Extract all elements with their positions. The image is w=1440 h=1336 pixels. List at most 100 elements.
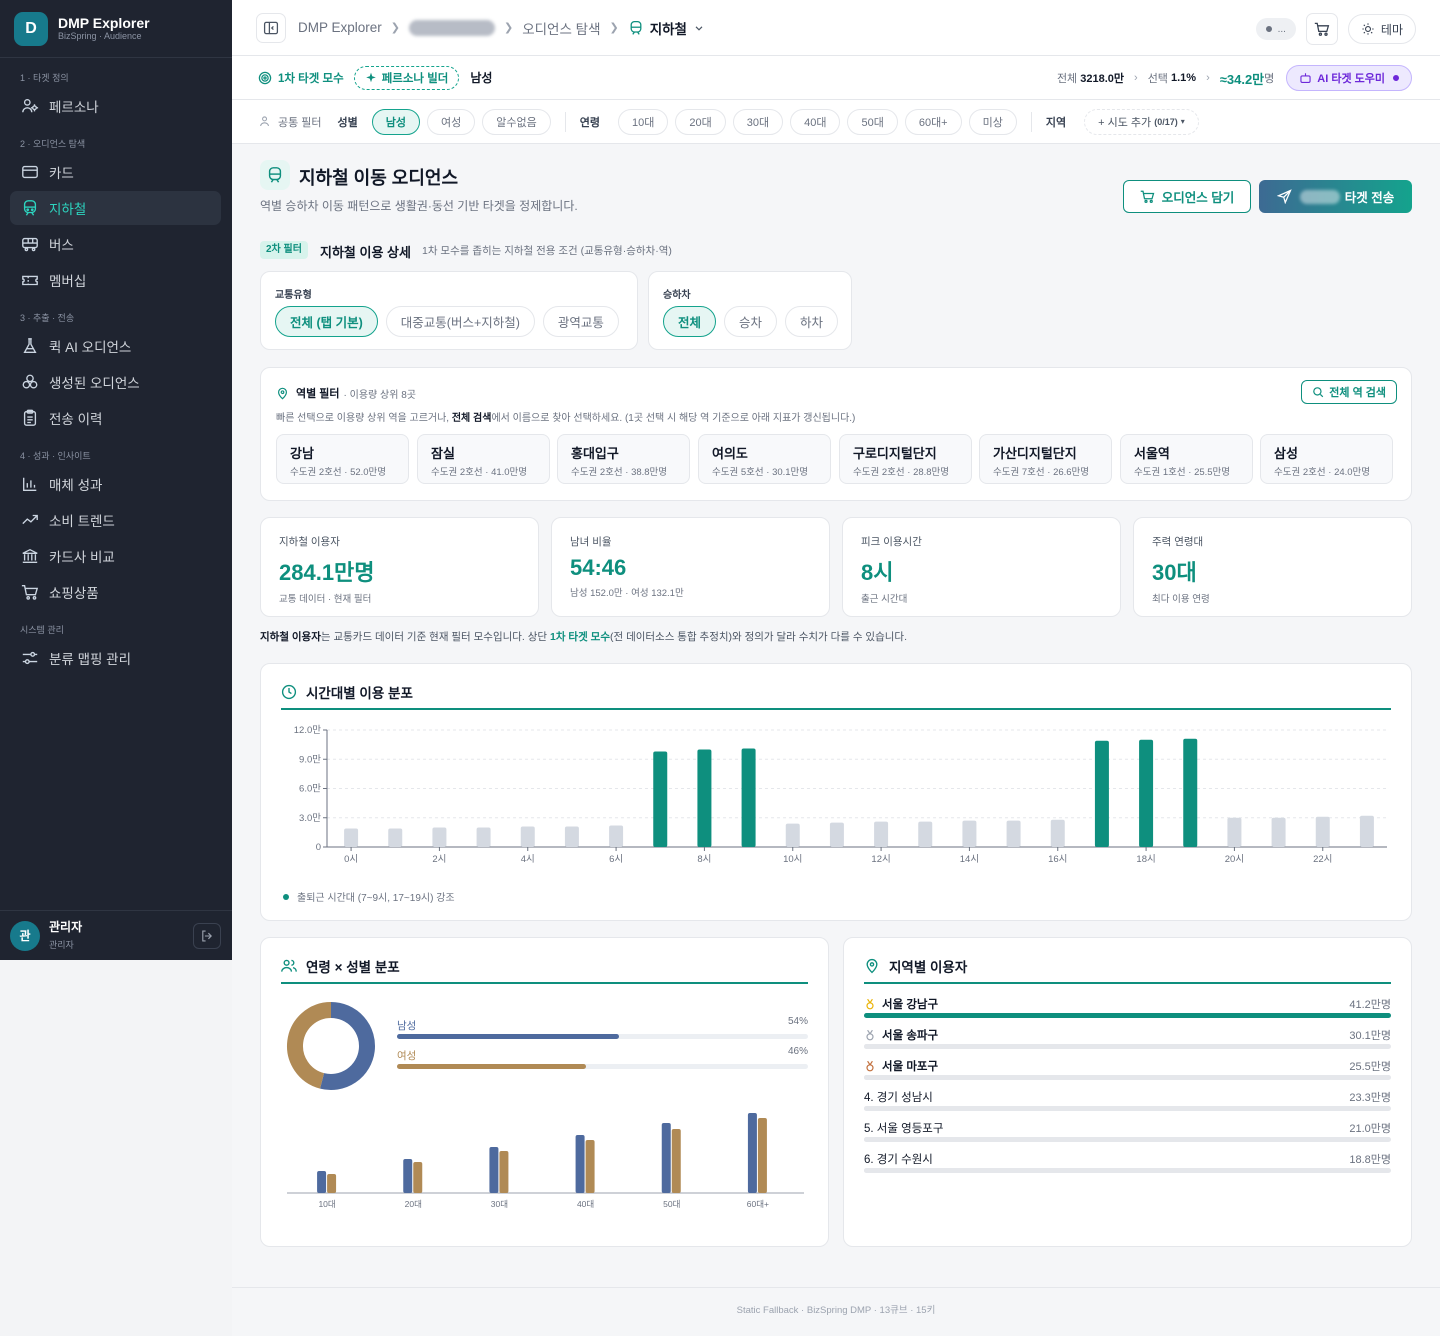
gender-chip-male[interactable]: 남성: [371, 108, 421, 135]
ai-target-assistant-button[interactable]: AI 타겟 도우미: [1286, 65, 1412, 91]
clipboard-icon: [23, 409, 37, 426]
sidebar-item-persona[interactable]: 페르소나: [10, 89, 221, 123]
cart-icon: [1314, 22, 1330, 36]
boarding-chip-all[interactable]: 전체: [663, 306, 717, 337]
sidebar-toggle-button[interactable]: [256, 12, 286, 43]
x-tick-label: 16시: [1048, 854, 1067, 865]
sidebar-item-membership[interactable]: 멤버십: [10, 263, 221, 297]
age-bar: [661, 1123, 671, 1193]
persona-icon: [22, 99, 39, 113]
age-bar: [489, 1147, 499, 1193]
male-pct: 54%: [787, 1016, 808, 1027]
station-chip-guro-digital[interactable]: 구로디지털단지 수도권 2호선 · 28.8만명: [839, 434, 972, 484]
sidebar-item-generated-audience[interactable]: 생성된 오디언스: [10, 365, 221, 399]
status-text: ...: [1277, 23, 1286, 35]
region-users-card: 지역별 이용자 서울 강남구 41.2만명 서울 송파구 30.1만명 서울 마포구 25…: [843, 937, 1412, 1247]
hourly-legend: 출퇴근 시간대 (7~9시, 17~19시) 강조: [297, 893, 455, 904]
brand-logo[interactable]: D: [14, 11, 48, 46]
age-bar: [747, 1113, 757, 1193]
station-name: 구로디지털단지: [853, 446, 937, 461]
station-chip-seoul-station[interactable]: 서울역 수도권 1호선 · 25.5만명: [1120, 434, 1253, 484]
station-filter-subtitle: · 이용량 상위 8곳: [343, 389, 416, 401]
persona-builder-button[interactable]: 페르소나 빌더: [353, 65, 460, 90]
sidebar-item-media-performance[interactable]: 매체 성과: [10, 467, 221, 501]
ai-label: AI 타겟 도우미: [1317, 73, 1385, 85]
sidebar-item-consumption-trend[interactable]: 소비 트렌드: [10, 503, 221, 537]
hourly-bar: [829, 822, 844, 847]
station-chip-yeouido[interactable]: 여의도 수도권 5호선 · 30.1만명: [698, 434, 831, 484]
breadcrumb-item[interactable]: DMP Explorer: [298, 20, 382, 35]
sidebar-section: 1 · 타겟 정의: [20, 73, 69, 83]
transport-chip-public[interactable]: 대중교통(버스+지하철): [385, 306, 535, 337]
station-chip-samseong[interactable]: 삼성 수도권 2호선 · 24.0만명: [1260, 434, 1393, 484]
age-gender-card: 연령 × 성별 분포 남성 54% 여성 46% 10대 20대 30대 40대 50대…: [260, 937, 829, 1247]
persona-builder-label: 페르소나 빌더: [381, 72, 449, 85]
gender-chip-female[interactable]: 여성: [427, 108, 476, 135]
sidebar-item-quick-ai-audience[interactable]: 퀵 AI 오디언스: [10, 329, 221, 363]
transport-chip-wide[interactable]: 광역교통: [542, 306, 619, 337]
region-row: 서울 송파구 30.1만명: [864, 1027, 1391, 1058]
breadcrumb-item[interactable]: 오디언스 탐색: [522, 21, 601, 37]
breadcrumb-redacted: [409, 19, 495, 36]
x-tick-label: 12시: [871, 854, 890, 865]
help-text-a: 빠른 선택으로 이용량 상위 역을 고르거나,: [276, 413, 452, 424]
select-label: 선택: [1147, 73, 1168, 85]
logout-button[interactable]: [193, 923, 221, 949]
hourly-bar: [520, 826, 535, 847]
footer-text: Static Fallback · BizSpring DMP · 13큐브 ·…: [736, 1305, 936, 1316]
sidebar-item-shopping[interactable]: 쇼핑상품: [10, 575, 221, 609]
breadcrumb-current[interactable]: 지하철: [628, 18, 705, 38]
sidebar-item-card[interactable]: 카드: [10, 155, 221, 189]
station-chip-hongdae[interactable]: 홍대입구 수도권 2호선 · 38.8만명: [557, 434, 690, 484]
sidebar-item-bus[interactable]: 버스: [10, 227, 221, 261]
kpi-value: 30대: [1152, 560, 1197, 585]
transport-chip-all[interactable]: 전체 (탭 기본): [275, 306, 378, 337]
age-chip-40s[interactable]: 40대: [790, 108, 841, 135]
breadcrumb: DMP Explorer ❯ ❯ 오디언스 탐색 ❯ 지하철: [298, 18, 705, 38]
note-c: 1차 타겟 모수: [550, 631, 610, 643]
region-count: (0/17): [1154, 116, 1178, 127]
x-tick-label: 2시: [432, 854, 446, 865]
region-name-wrap: 4. 경기 성남시: [864, 1089, 933, 1105]
sidebar-item-category-mapping[interactable]: 분류 맵핑 관리: [10, 641, 221, 675]
users-icon: [260, 116, 269, 127]
y-tick-label: 0: [316, 842, 321, 853]
station-search-button[interactable]: 전체 역 검색: [1301, 380, 1397, 404]
boarding-chip-on[interactable]: 승차: [724, 306, 778, 337]
theme-button[interactable]: 테마: [1347, 14, 1416, 44]
age-chip-60plus[interactable]: 60대+: [904, 108, 962, 135]
station-chip-jamsil[interactable]: 잠실 수도권 2호선 · 41.0만명: [417, 434, 550, 484]
gender-chip-unknown[interactable]: 알수없음: [482, 108, 551, 135]
region-name: 서울 송파구: [882, 1030, 939, 1042]
age-chip-10s[interactable]: 10대: [618, 108, 669, 135]
region-bar-fill: [864, 1168, 1105, 1173]
age-chip-50s[interactable]: 50대: [847, 108, 898, 135]
kpi-sub: 출근 시간대: [861, 594, 908, 605]
target-gender: 남성: [470, 71, 493, 85]
send-target-label: 타겟 전송: [1344, 191, 1395, 205]
donut-slice: [287, 1002, 332, 1089]
boarding-chip-off[interactable]: 하차: [785, 306, 839, 337]
station-name: 서울역: [1134, 446, 1170, 461]
x-tick-label: 50대: [663, 1199, 680, 1209]
sidebar-item-send-history[interactable]: 전송 이력: [10, 401, 221, 435]
region-value: 25.5만명: [1349, 1061, 1391, 1073]
send-icon: [1276, 189, 1292, 204]
age-chip-20s[interactable]: 20대: [675, 108, 726, 135]
ticket-icon: [22, 275, 38, 286]
sidebar-item-label: 페르소나: [49, 100, 99, 115]
sidebar-item-subway[interactable]: 지하철: [10, 191, 221, 225]
station-chip-gasan-digital[interactable]: 가산디지털단지 수도권 7호선 · 26.6만명: [979, 434, 1112, 484]
age-chip-unknown[interactable]: 미상: [968, 108, 1017, 135]
send-target-button[interactable]: 타겟 전송: [1259, 180, 1412, 213]
female-bar-track: [397, 1064, 808, 1069]
region-add-button[interactable]: + 시도 추가 (0/17) ▾: [1084, 108, 1199, 135]
page-icon: [260, 160, 290, 190]
cart-button[interactable]: [1305, 13, 1338, 45]
age-chip-30s[interactable]: 30대: [732, 108, 784, 135]
main-area: DMP Explorer ❯ ❯ 오디언스 탐색 ❯ 지하철 ... 테마 1차…: [232, 0, 1440, 1336]
station-chip-gangnam[interactable]: 강남 수도권 2호선 · 52.0만명: [276, 434, 409, 484]
add-audience-button[interactable]: 오디언스 담기: [1123, 180, 1251, 213]
sidebar-item-card-company-compare[interactable]: 카드사 비교: [10, 539, 221, 573]
age-gender-bar-chart: 10대 20대 30대 40대 50대 60대+: [287, 1113, 804, 1209]
